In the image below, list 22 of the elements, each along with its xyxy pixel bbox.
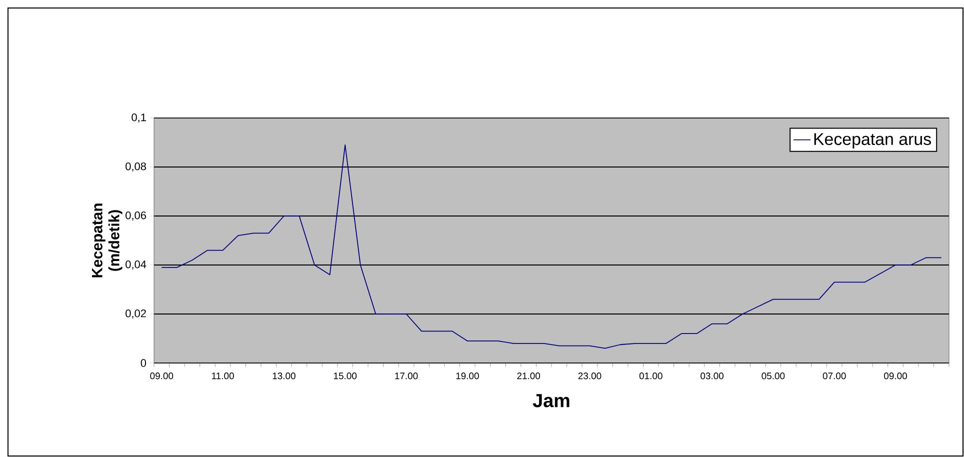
x-tick-label: 23.00 bbox=[578, 372, 602, 380]
x-tick-label: 09.00 bbox=[150, 372, 174, 380]
x-tick-label: 07.00 bbox=[822, 372, 846, 380]
y-tick-label: 0,1 bbox=[132, 113, 146, 123]
x-tick-label: 03.00 bbox=[700, 372, 724, 380]
legend-label: Kecepatan arus bbox=[814, 133, 931, 148]
x-tick-label: 21.00 bbox=[517, 372, 540, 380]
x-tick-label: 13.00 bbox=[272, 372, 296, 380]
x-tick-label: 15.00 bbox=[334, 372, 357, 380]
y-tick-label: 0,02 bbox=[126, 309, 146, 319]
y-tick-label: 0 bbox=[140, 359, 146, 367]
x-tick-label: 17.00 bbox=[395, 372, 418, 380]
x-tick-label: 05.00 bbox=[762, 372, 785, 380]
y-axis-title: Kecepatan (m/detik) bbox=[92, 204, 122, 278]
x-tick-label: 11.00 bbox=[212, 372, 234, 380]
x-tick-label: 09.00 bbox=[884, 372, 907, 380]
y-tick-label: 0,06 bbox=[126, 211, 146, 221]
x-axis-title: Jam bbox=[532, 394, 570, 408]
y-tick-label: 0,04 bbox=[126, 260, 146, 270]
x-tick-label: 19.00 bbox=[456, 372, 479, 380]
y-tick-label: 0,08 bbox=[126, 162, 146, 172]
x-tick-label: 01.00 bbox=[639, 372, 662, 380]
